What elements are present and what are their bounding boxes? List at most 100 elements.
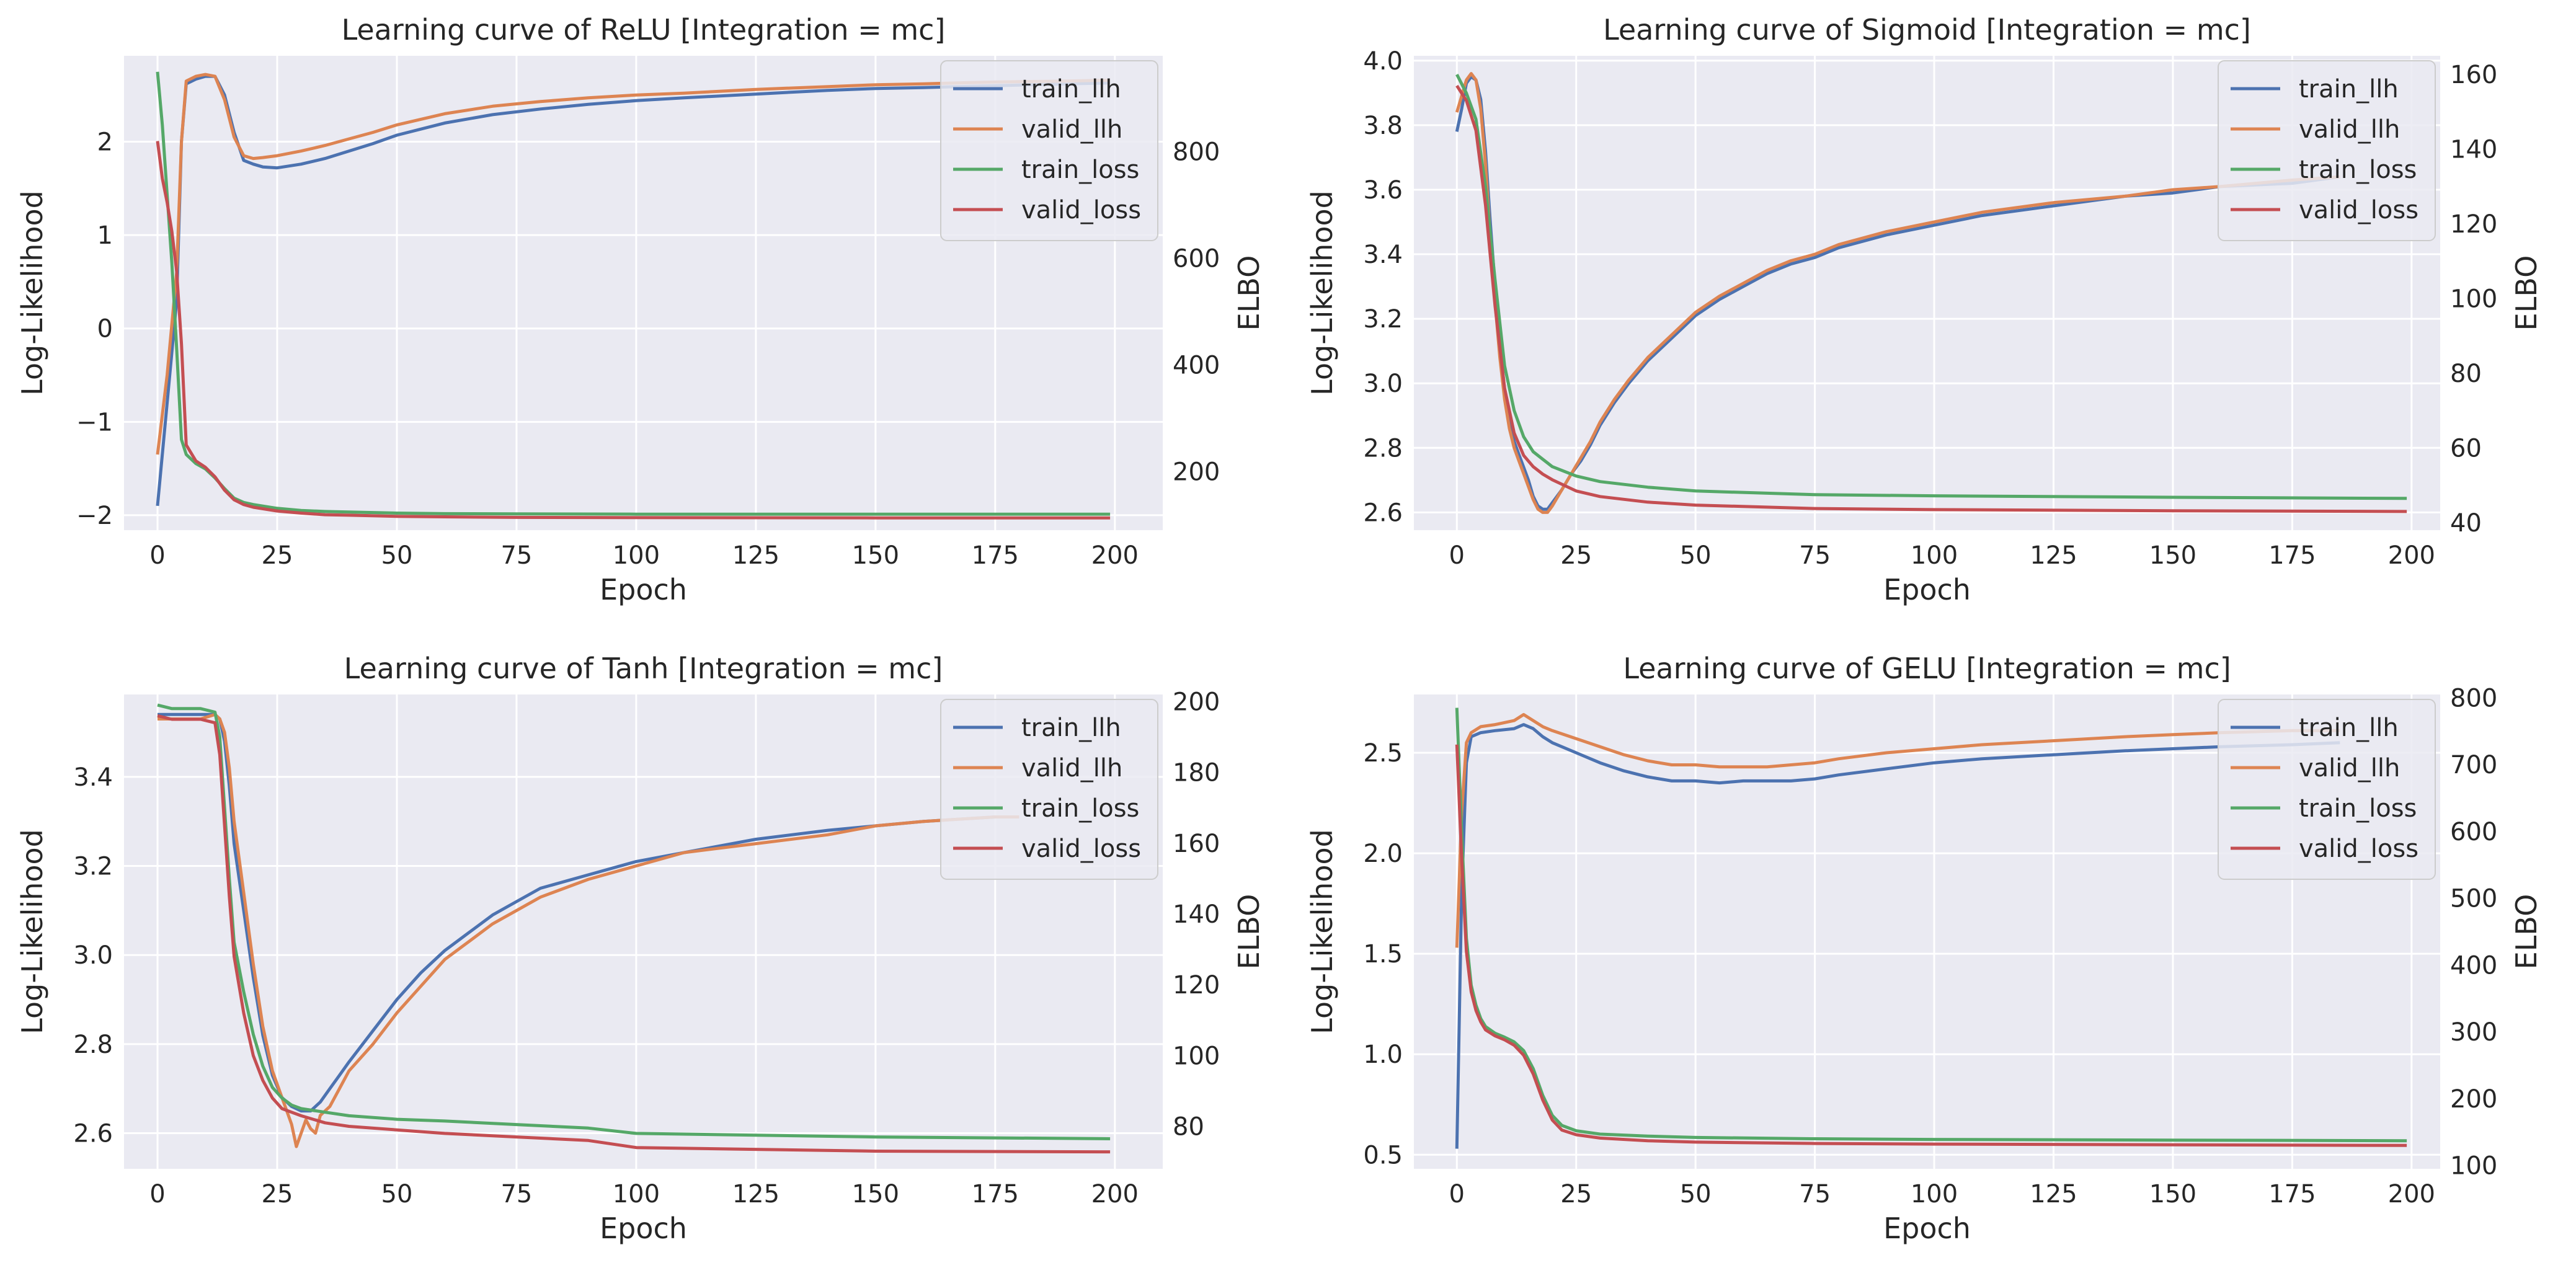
y2-axis-label: ELBO	[1232, 255, 1266, 331]
legend: train_llh valid_llh train_loss valid_loss	[2218, 60, 2436, 241]
legend-label-valid_loss: valid_loss	[2299, 835, 2418, 863]
series-line-train_llh	[156, 74, 1111, 507]
y2-tick-label: 60	[2450, 434, 2482, 463]
legend-label-valid_loss: valid_loss	[1021, 835, 1141, 863]
y2-tick-label: 100	[2450, 285, 2497, 314]
x-tick-label: 0	[1449, 541, 1465, 570]
y-tick-label: 1	[97, 221, 113, 250]
y-tick-label: 4.0	[1363, 47, 1403, 76]
x-tick-label: 0	[1449, 1180, 1465, 1209]
x-tick-label: 125	[732, 1180, 779, 1209]
chart-title: Learning curve of GELU [Integration = mc…	[1623, 652, 2231, 685]
x-tick-label: 175	[2268, 1180, 2316, 1209]
y-tick-label: 3.6	[1363, 176, 1403, 205]
x-axis-label: Epoch	[1883, 1212, 1971, 1245]
chart-panel-1: 0 25 50 75 100 125 150 175 200 2.6 2.8 3.0 3.2 3.4 3.6…	[1305, 13, 2543, 606]
x-tick-label: 100	[1911, 1180, 1958, 1209]
y2-tick-label: 80	[2450, 360, 2482, 388]
x-tick-label: 25	[1560, 541, 1592, 570]
x-axis-label: Epoch	[600, 1212, 687, 1245]
series-line-valid_llh	[1455, 712, 2340, 948]
chart-panel-0: 0 25 50 75 100 125 150 175 200 −2 −1 0 1 2 200 400 600 80…	[16, 13, 1266, 606]
legend-label-train_loss: train_loss	[1021, 156, 1139, 184]
legend-label-train_llh: train_llh	[1021, 714, 1121, 742]
y2-tick-label: 120	[2450, 210, 2497, 239]
y-tick-label: 3.2	[1363, 305, 1403, 334]
x-tick-label: 25	[1560, 1180, 1592, 1209]
chart-title: Learning curve of Tanh [Integration = mc…	[344, 652, 943, 685]
x-tick-label: 175	[972, 541, 1019, 570]
legend-label-train_llh: train_llh	[2299, 75, 2399, 104]
series-line-valid_loss	[1455, 744, 2407, 1147]
x-axis-label: Epoch	[600, 573, 687, 606]
x-tick-label: 125	[732, 541, 779, 570]
x-tick-label: 25	[262, 1180, 293, 1209]
y2-tick-label: 40	[2450, 509, 2482, 538]
y2-tick-label: 400	[1173, 352, 1220, 380]
y-tick-label: 0.5	[1363, 1141, 1403, 1169]
legend-label-valid_llh: valid_llh	[2299, 754, 2400, 783]
y-tick-label: −1	[76, 408, 113, 437]
y-tick-label: 3.4	[1363, 241, 1403, 269]
y-tick-label: 3.0	[1363, 370, 1403, 398]
legend: train_llh valid_llh train_loss valid_loss	[2218, 699, 2436, 880]
series-line-valid_loss	[1455, 84, 2407, 513]
x-tick-label: 175	[2268, 541, 2316, 570]
legend-box	[940, 699, 1158, 880]
x-tick-label: 200	[1091, 541, 1139, 570]
y-tick-label: 0	[97, 315, 113, 344]
y2-tick-label: 200	[1173, 458, 1220, 486]
y2-tick-label: 500	[2450, 885, 2497, 913]
chart-title: Learning curve of ReLU [Integration = mc…	[342, 13, 946, 47]
chart-panel-3: 0 25 50 75 100 125 150 175 200 0.5 1.0 1.5 2.0 2.5 100…	[1305, 652, 2543, 1245]
x-tick-label: 0	[149, 541, 165, 570]
chart-title: Learning curve of Sigmoid [Integration =…	[1603, 13, 2251, 47]
x-tick-label: 125	[2030, 1180, 2077, 1209]
x-tick-label: 50	[381, 541, 413, 570]
x-tick-label: 100	[613, 1180, 660, 1209]
y-axis-label: Log-Likelihood	[16, 190, 49, 396]
legend-box	[2218, 699, 2436, 880]
y-tick-label: 3.4	[73, 763, 113, 792]
x-tick-label: 0	[149, 1180, 165, 1209]
y2-tick-label: 140	[2450, 136, 2497, 164]
x-tick-label: 150	[852, 541, 899, 570]
y-axis-label: Log-Likelihood	[1305, 190, 1339, 396]
y-tick-label: 2.0	[1363, 840, 1403, 868]
y2-tick-label: 200	[2450, 1085, 2497, 1114]
legend-label-valid_loss: valid_loss	[1021, 196, 1141, 224]
y2-tick-label: 160	[1173, 830, 1220, 858]
legend: train_llh valid_llh train_loss valid_loss	[940, 699, 1158, 880]
y-tick-label: 1.5	[1363, 940, 1403, 969]
x-tick-label: 25	[262, 541, 293, 570]
y-tick-label: 2.6	[1363, 499, 1403, 527]
series-line-valid_loss	[156, 141, 1111, 520]
x-tick-label: 200	[2388, 1180, 2435, 1209]
x-tick-label: 150	[852, 1180, 899, 1209]
legend-label-valid_llh: valid_llh	[1021, 115, 1122, 144]
chart-panel-2: 0 25 50 75 100 125 150 175 200 2.6 2.8 3.0 3.2 3.4 80 1…	[16, 652, 1266, 1245]
x-tick-label: 75	[1799, 1180, 1831, 1209]
y2-tick-label: 80	[1173, 1112, 1204, 1141]
y2-axis-label: ELBO	[2510, 255, 2543, 331]
x-tick-label: 50	[1680, 1180, 1712, 1209]
series-line-train_loss	[156, 71, 1111, 516]
series-line-train_loss	[157, 703, 1111, 1140]
x-tick-label: 75	[1799, 541, 1831, 570]
y-tick-label: −2	[76, 502, 113, 530]
y2-tick-label: 600	[2450, 818, 2497, 846]
series-line-valid_llh	[156, 73, 1111, 455]
y-tick-label: 2.8	[73, 1031, 113, 1059]
y-axis-label: Log-Likelihood	[1305, 829, 1339, 1034]
y-tick-label: 3.8	[1363, 112, 1403, 140]
y2-tick-label: 100	[2450, 1152, 2497, 1181]
y2-axis-label: ELBO	[2510, 894, 2543, 970]
series-line-train_loss	[1455, 73, 2407, 500]
x-tick-label: 100	[613, 541, 660, 570]
series-line-valid_llh	[158, 712, 1019, 1148]
x-tick-label: 50	[1680, 541, 1712, 570]
x-tick-label: 200	[2388, 541, 2435, 570]
y-tick-label: 2.5	[1363, 739, 1403, 768]
legend-label-train_loss: train_loss	[2299, 794, 2417, 823]
x-tick-label: 50	[381, 1180, 413, 1209]
